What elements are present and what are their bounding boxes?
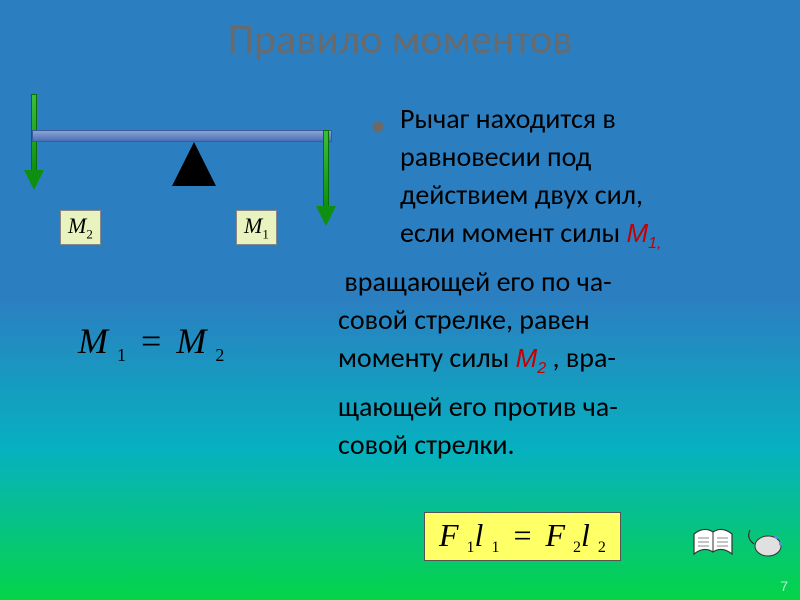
lever-bar	[32, 130, 332, 142]
equation-moments: M 1 = M 2	[78, 320, 224, 362]
book-icon[interactable]	[690, 524, 736, 562]
mouse-icon[interactable]	[742, 524, 788, 562]
equation-forces: F 1l 1 = F 2l 2	[424, 512, 621, 561]
label-m2: M2	[60, 210, 101, 245]
label-m1: M1	[236, 210, 277, 245]
bullet-icon: •	[370, 106, 386, 145]
lever-diagram	[22, 104, 352, 224]
page-number: 7	[780, 578, 788, 594]
body-text: Рычаг находится в равновесии под действи…	[400, 100, 770, 464]
slide-title: Правило моментов	[0, 0, 800, 65]
fulcrum	[172, 142, 216, 186]
